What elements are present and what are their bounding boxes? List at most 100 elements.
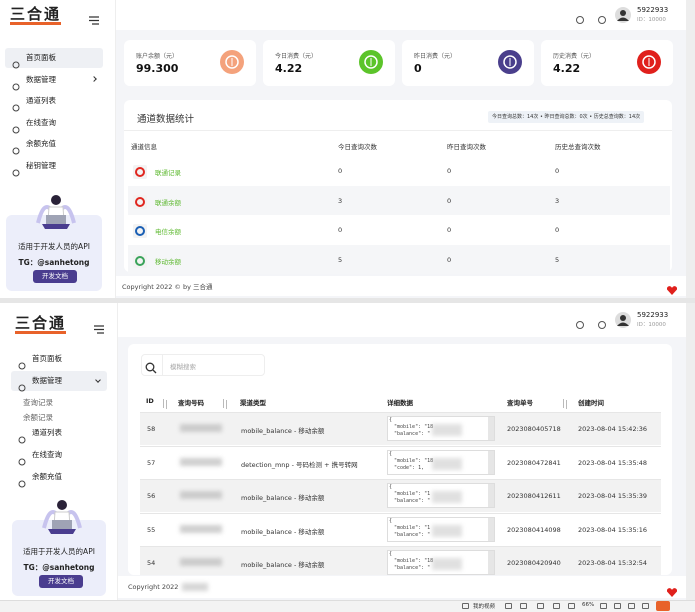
row-order: 2023080412611 — [507, 492, 561, 500]
row-channel: mobile_balance - 移动余额 — [241, 427, 325, 435]
table-row — [128, 215, 670, 244]
taskbar-icon[interactable] — [520, 603, 527, 609]
taskbar-icon[interactable] — [614, 603, 621, 609]
channel-name[interactable]: 电信余额 — [155, 228, 181, 236]
detail-blur — [432, 558, 462, 570]
menu-icon — [18, 473, 26, 488]
logo: 三合通 — [15, 314, 67, 334]
search-box[interactable] — [141, 354, 265, 376]
detail-line: { — [389, 417, 393, 423]
taskbar-icon[interactable] — [600, 603, 607, 609]
column-header: 创建时间 — [578, 399, 604, 407]
taskbar-icon[interactable] — [505, 603, 512, 609]
channel-count: 0 — [338, 226, 343, 234]
column-header: 查询单号 — [507, 399, 533, 407]
taskbar-icon[interactable] — [462, 603, 469, 609]
detail-line: "mobile": "1 — [394, 524, 431, 531]
taskbar-icon[interactable] — [642, 603, 649, 609]
menu-item[interactable]: 秘钥管理 — [26, 161, 56, 170]
submenu-item[interactable]: 查询记录 — [23, 398, 53, 407]
stat-icon — [498, 50, 522, 74]
row-channel: mobile_balance - 移动余额 — [241, 494, 325, 502]
column-header: 渠道类型 — [240, 399, 266, 407]
scrollbar-top — [686, 0, 695, 298]
channel-divider — [124, 130, 672, 131]
promo-button[interactable]: 开发文档 — [39, 575, 83, 588]
channel-summary: 今日查询总数：14次 • 昨日查询总数：0次 • 历史总查询数：14次 — [488, 111, 645, 123]
sort-arrows — [162, 394, 168, 409]
column-header: ID — [146, 397, 154, 405]
menu-icon — [18, 355, 26, 370]
menu-item[interactable]: 通道列表 — [32, 428, 62, 437]
channel-name[interactable]: 联通余额 — [155, 198, 181, 207]
submenu-item[interactable]: 余额记录 — [23, 413, 53, 422]
detail-scrollbar — [488, 551, 494, 574]
taskbar-icon[interactable] — [537, 603, 544, 609]
stat-value: 0 — [414, 62, 422, 75]
menu-item[interactable]: 余额充值 — [32, 472, 62, 481]
phone-blur — [180, 424, 222, 432]
detail-blur — [432, 457, 462, 470]
taskbar-icon[interactable] — [628, 603, 635, 609]
column-header: 昨日查询次数 — [447, 143, 486, 151]
menu-item[interactable]: 首页面板 — [32, 354, 62, 363]
channel-name[interactable]: 移动余额 — [155, 257, 181, 266]
footer — [116, 276, 686, 296]
detail-line: "mobile": "18 — [394, 424, 434, 430]
channel-name[interactable]: 联通记录 — [155, 169, 181, 177]
menu-item[interactable]: 通道列表 — [26, 96, 56, 106]
column-header: 通道信息 — [131, 143, 157, 151]
stat-label: 历史消费（元） — [553, 53, 596, 60]
menu-item[interactable]: 在线查询 — [32, 450, 62, 459]
menu-item[interactable]: 数据管理 — [32, 376, 62, 385]
divider — [0, 298, 695, 303]
channel-count: 0 — [447, 196, 452, 205]
table-row — [128, 244, 670, 274]
channel-count: 0 — [555, 226, 560, 234]
stat-label: 今日消费（元） — [275, 53, 318, 60]
footer — [118, 576, 686, 598]
logo: 三合通 — [10, 5, 62, 25]
column-header: 今日查询次数 — [338, 143, 377, 151]
taskbar-icon[interactable] — [553, 603, 560, 609]
heart — [666, 280, 678, 295]
stat-icon — [359, 50, 383, 74]
taskbar-icon[interactable] — [568, 603, 575, 609]
channel-count: 0 — [447, 226, 452, 234]
detail-blur — [432, 491, 462, 503]
channel-count: 0 — [447, 255, 452, 264]
detail-scrollbar — [488, 517, 494, 541]
menu-item[interactable]: 首页面板 — [26, 53, 56, 62]
row-channel: detection_mnp - 号码检测 + 携号转网 — [241, 460, 358, 469]
channel-count: 3 — [338, 196, 343, 205]
row-time: 2023-08-04 15:35:39 — [578, 492, 648, 500]
taskbar-video[interactable]: 我的视频 — [473, 604, 496, 610]
stat-value: 4.22 — [553, 62, 581, 75]
menu-item[interactable]: 在线查询 — [26, 117, 56, 127]
detail-line: "mobile": "1 — [394, 491, 431, 497]
detail-line: "balance": " — [394, 531, 431, 538]
detail-line: "mobile": "18 — [394, 457, 434, 464]
stat-value: 99.300 — [136, 62, 179, 75]
taskbar-zoom: 66% — [582, 602, 595, 608]
menu-icon — [12, 54, 20, 69]
search-divider — [162, 354, 163, 376]
menu-item[interactable]: 余额充值 — [26, 139, 56, 149]
row-id: 56 — [147, 492, 156, 500]
promo-tg: TG：@sanhetong — [23, 563, 95, 572]
menu-icon — [12, 97, 20, 112]
row-channel: mobile_balance - 移动余额 — [241, 561, 325, 569]
hamburger — [89, 10, 99, 25]
detail-line: { — [389, 517, 393, 524]
stat-value: 4.22 — [275, 62, 303, 75]
stat-label: 账户余额（元） — [136, 53, 179, 60]
header-icon — [597, 315, 607, 329]
promo-text: 适用于开发人员的API — [18, 242, 90, 251]
promo-illustration — [40, 498, 84, 536]
header-icon — [575, 315, 585, 329]
sort-arrows — [562, 394, 568, 409]
menu-active-bg — [5, 48, 103, 68]
menu-icon — [12, 162, 20, 177]
promo-button[interactable]: 开发文档 — [33, 270, 77, 283]
menu-item[interactable]: 数据管理 — [26, 74, 56, 84]
